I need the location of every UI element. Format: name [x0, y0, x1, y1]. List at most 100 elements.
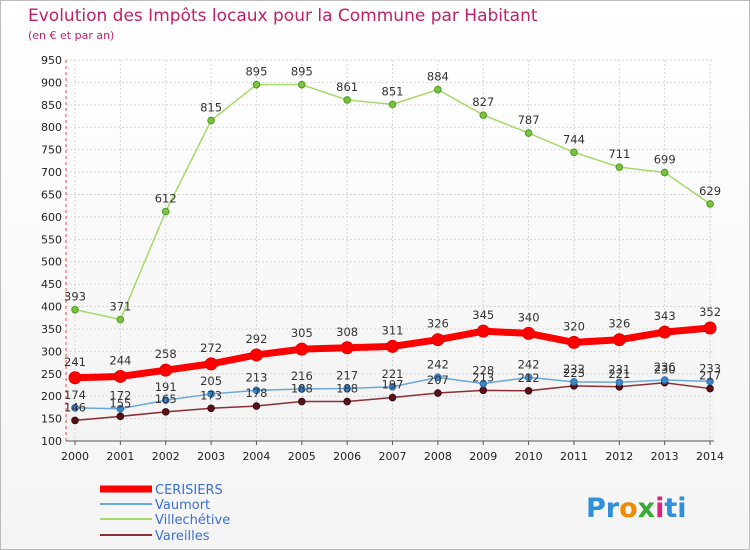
data-label: 242	[518, 357, 540, 371]
data-point	[252, 386, 261, 395]
x-tick-label: 2006	[333, 450, 361, 463]
data-point	[343, 96, 351, 104]
data-point	[570, 148, 578, 157]
data-point	[207, 116, 215, 125]
y-tick-label: 350	[41, 323, 62, 336]
y-tick-label: 100	[41, 435, 62, 448]
data-point	[298, 80, 306, 89]
data-label: 173	[200, 388, 222, 402]
x-tick-label: 2000	[61, 450, 89, 463]
data-label: 393	[64, 290, 86, 304]
data-label: 884	[427, 70, 449, 84]
y-tick-label: 800	[41, 121, 62, 134]
data-point	[295, 342, 309, 356]
data-label: 292	[245, 332, 267, 346]
y-tick-label: 650	[41, 188, 62, 201]
data-point	[252, 80, 261, 89]
data-point	[204, 357, 218, 371]
data-label: 371	[109, 300, 131, 314]
data-label: 612	[155, 192, 177, 206]
data-label: 172	[109, 389, 131, 403]
data-label: 711	[608, 147, 630, 161]
data-point	[476, 324, 490, 338]
data-point	[479, 386, 488, 395]
x-tick-label: 2008	[424, 450, 452, 463]
data-label: 178	[245, 386, 267, 400]
data-point	[68, 371, 82, 385]
data-label: 629	[699, 184, 721, 198]
data-labels: 393 371 612 815 895 895 861 851 884 827 787 744 711 6…	[64, 65, 721, 415]
data-label: 223	[563, 366, 585, 380]
x-tick-label: 2011	[560, 450, 588, 463]
data-label: 213	[472, 370, 494, 384]
y-tick-label: 500	[41, 256, 62, 269]
data-label: 851	[382, 84, 404, 98]
data-label: 244	[109, 353, 131, 367]
x-tick-label: 2014	[696, 450, 724, 463]
data-point	[388, 393, 397, 402]
data-label: 241	[64, 355, 86, 369]
data-label: 258	[155, 347, 177, 361]
y-tick-label: 450	[41, 278, 62, 291]
data-label: 272	[200, 341, 222, 355]
legend-label: CERISIERS	[155, 483, 223, 498]
data-point	[434, 389, 442, 397]
legend-label: Vareilles	[155, 529, 210, 544]
y-tick-label: 150	[41, 413, 62, 426]
x-tick-label: 2003	[197, 450, 225, 463]
data-point	[434, 85, 442, 94]
data-label: 217	[336, 369, 358, 383]
data-point	[343, 397, 351, 406]
y-tick-label: 750	[41, 144, 62, 157]
data-point	[660, 168, 669, 177]
data-label: 165	[155, 392, 177, 406]
data-point	[524, 386, 533, 395]
data-point	[71, 305, 79, 314]
data-label: 231	[608, 362, 630, 376]
data-point	[522, 326, 536, 340]
data-point	[434, 373, 442, 382]
x-tick-label: 2010	[515, 450, 543, 463]
data-point	[161, 408, 170, 416]
data-label: 205	[200, 374, 222, 388]
y-tick-label: 300	[41, 345, 62, 358]
y-tick-label: 200	[41, 390, 62, 403]
data-point	[340, 341, 354, 355]
data-label: 174	[64, 388, 86, 402]
data-label: 228	[472, 364, 494, 378]
data-label: 242	[427, 357, 449, 371]
series-layer	[68, 80, 717, 425]
y-tick-label: 850	[41, 99, 62, 112]
x-tick-label: 2009	[469, 450, 497, 463]
data-point	[388, 382, 397, 391]
data-label: 699	[654, 153, 676, 167]
data-point	[703, 321, 717, 335]
chart-subtitle: (en € et par an)	[28, 29, 114, 42]
data-label: 230	[654, 363, 676, 377]
data-point	[479, 379, 488, 388]
data-point	[249, 348, 263, 362]
y-tick-label: 600	[41, 211, 62, 224]
data-label: 191	[155, 380, 177, 394]
chart-title: Evolution des Impôts locaux pour la Comm…	[28, 6, 538, 26]
data-point	[161, 396, 170, 405]
data-label: 787	[518, 113, 540, 127]
data-label: 326	[427, 317, 449, 331]
data-point	[615, 378, 624, 387]
data-label: 340	[518, 310, 540, 324]
data-point	[660, 376, 669, 384]
y-tick-label: 400	[41, 301, 62, 314]
data-point	[71, 404, 79, 412]
data-point	[343, 384, 351, 393]
x-tick-label: 2013	[651, 450, 679, 463]
data-point	[479, 111, 488, 119]
plot-area	[66, 60, 714, 441]
data-point	[298, 397, 306, 406]
axes: 100 150 200 250 300 350 400 450 500 550 600 650 700 7…	[41, 54, 724, 463]
data-point	[706, 377, 714, 386]
data-label: 305	[291, 326, 313, 340]
data-label: 146	[64, 400, 86, 414]
data-point	[207, 390, 215, 398]
